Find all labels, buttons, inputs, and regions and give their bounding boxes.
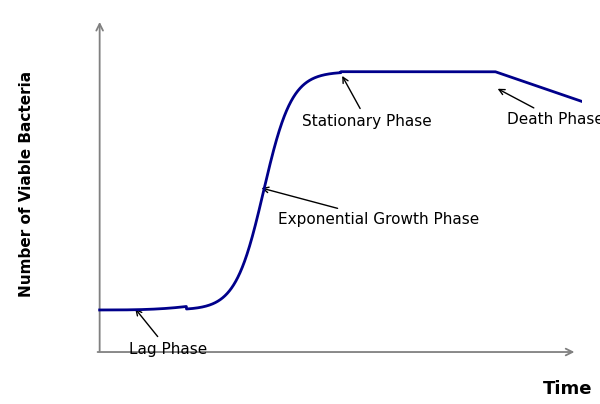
Text: Lag Phase: Lag Phase [128, 310, 207, 356]
Text: Exponential Growth Phase: Exponential Growth Phase [263, 187, 479, 227]
Text: Number of Viable Bacteria: Number of Viable Bacteria [19, 71, 34, 297]
Text: Stationary Phase: Stationary Phase [302, 77, 432, 129]
Text: Death Phase: Death Phase [499, 89, 600, 127]
Text: Time: Time [543, 380, 592, 398]
